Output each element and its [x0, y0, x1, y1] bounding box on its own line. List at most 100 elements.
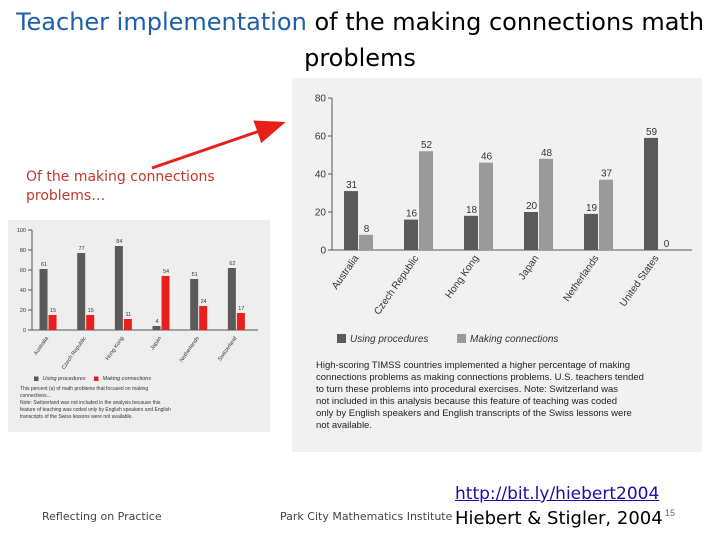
chart-caption: connections problems as making connectio… — [316, 372, 644, 383]
slide-title-accent: Teacher implementation — [15, 8, 307, 36]
page-number: 15 — [665, 508, 676, 518]
legend-label: Using procedures — [43, 376, 86, 382]
legend-label: Making connections — [103, 376, 152, 382]
y-tick-label: 0 — [23, 328, 26, 334]
small-chart-caption: connections... — [20, 393, 51, 399]
legend-swatch — [457, 334, 466, 343]
data-label: 16 — [406, 209, 418, 220]
data-label: 20 — [526, 201, 538, 212]
data-label: 4 — [156, 319, 159, 325]
y-tick-label: 60 — [20, 268, 26, 274]
chart-caption: not available. — [316, 420, 372, 431]
legend-swatch — [337, 334, 346, 343]
citation: Hiebert & Stigler, 2004 — [455, 508, 663, 529]
small-chart-panel: 0 20 40 60 80 100 61 15 Australia 77 15 Czech Repub… — [8, 220, 270, 432]
bar — [123, 319, 132, 330]
x-tick-label: Australia — [330, 253, 362, 292]
bar — [644, 137, 658, 250]
bar — [86, 315, 95, 330]
y-tick-label: 0 — [320, 245, 326, 256]
data-label: 52 — [421, 140, 433, 151]
y-tick-label: 80 — [315, 93, 327, 104]
data-label: 15 — [50, 308, 56, 314]
big-bar-chart: 0 20 40 60 80 31 8 Australia 16 52 Czech Republic 1… — [315, 93, 692, 431]
data-label: 48 — [541, 148, 553, 159]
x-tick-label: Switzerland — [217, 336, 238, 363]
chart-caption: not included in this analysis because th… — [316, 396, 617, 407]
arrow-line — [151, 120, 286, 170]
footer-left: Reflecting on Practice — [42, 510, 162, 523]
small-bar-chart: 0 20 40 60 80 100 61 15 Australia 77 15 Czech Repub… — [17, 228, 258, 420]
data-label: 62 — [229, 261, 235, 267]
bar — [161, 276, 170, 330]
x-tick-label: Australia — [33, 335, 51, 357]
bar — [152, 326, 161, 330]
y-tick-label: 40 — [315, 169, 327, 180]
bar — [227, 268, 236, 330]
legend-label: Making connections — [470, 334, 558, 345]
source-link[interactable]: http://bit.ly/hiebert2004 — [455, 484, 660, 504]
data-label: 24 — [201, 299, 207, 305]
y-tick-label: 40 — [20, 288, 26, 294]
small-chart-caption: This percent (a) of math problems that f… — [20, 386, 148, 392]
footer-center: Park City Mathematics Institute — [280, 510, 453, 523]
bar — [114, 246, 123, 330]
data-label: 51 — [192, 272, 198, 278]
bar — [39, 269, 48, 330]
bar — [48, 315, 57, 330]
bar — [190, 279, 199, 330]
legend-label: Using procedures — [350, 334, 428, 345]
bar — [359, 234, 373, 250]
bar — [539, 158, 553, 250]
x-tick-label: Czech Republic — [372, 253, 421, 317]
bar — [599, 179, 613, 250]
chart-caption: High-scoring TIMSS countries implemented… — [316, 360, 630, 371]
data-label: 19 — [586, 203, 598, 214]
x-tick-label: Netherlands — [562, 253, 602, 303]
data-label: 61 — [41, 262, 47, 268]
small-chart-note: transcripts of the Swiss lessons were no… — [20, 414, 133, 420]
data-label: 46 — [481, 152, 493, 163]
bar — [524, 212, 538, 250]
data-label: 15 — [88, 308, 94, 314]
chart-caption: to turn these problems into procedural e… — [316, 384, 618, 395]
data-label: 11 — [126, 312, 132, 318]
y-tick-label: 60 — [315, 131, 327, 142]
x-tick-label: Czech Republic — [61, 336, 88, 371]
bar — [236, 313, 245, 330]
side-annotation: Of the making connections problems… — [26, 169, 215, 204]
big-chart-panel: 0 20 40 60 80 31 8 Australia 16 52 Czech Republic 1… — [292, 78, 702, 452]
bar — [344, 191, 358, 250]
bar — [464, 215, 478, 250]
y-tick-label: 20 — [20, 308, 26, 314]
x-tick-label: Hong Kong — [444, 253, 482, 300]
data-label: 37 — [601, 169, 613, 180]
chart-caption: only by English speakers and English tra… — [316, 408, 632, 419]
data-label: 77 — [79, 246, 85, 252]
x-tick-label: Japan — [517, 253, 542, 282]
data-label: 54 — [163, 269, 169, 275]
y-tick-label: 80 — [20, 248, 26, 254]
y-tick-label: 100 — [17, 228, 26, 234]
small-chart-note: feature of teaching was coded only by En… — [20, 407, 171, 413]
slide-title-rest: of the making connections math problems — [304, 8, 705, 72]
legend-swatch — [34, 376, 39, 381]
slide-title: Teacher implementation of the making con… — [0, 4, 720, 76]
bar — [584, 213, 598, 250]
y-tick-label: 20 — [315, 207, 327, 218]
x-tick-label: Japan — [150, 336, 164, 352]
data-label: 31 — [346, 180, 358, 191]
data-label: 18 — [466, 205, 478, 216]
data-label: 8 — [364, 224, 370, 235]
data-label: 17 — [238, 306, 244, 312]
bar — [479, 162, 493, 250]
bar — [404, 219, 418, 250]
small-chart-note: Note: Switzerland was not included in th… — [20, 400, 161, 406]
legend-swatch — [94, 376, 99, 381]
data-label: 84 — [116, 239, 122, 245]
x-tick-label: United States — [618, 253, 661, 308]
x-tick-label: Hong Kong — [105, 336, 126, 362]
bar — [199, 306, 208, 330]
data-label: 0 — [664, 239, 670, 250]
bar — [419, 151, 433, 250]
